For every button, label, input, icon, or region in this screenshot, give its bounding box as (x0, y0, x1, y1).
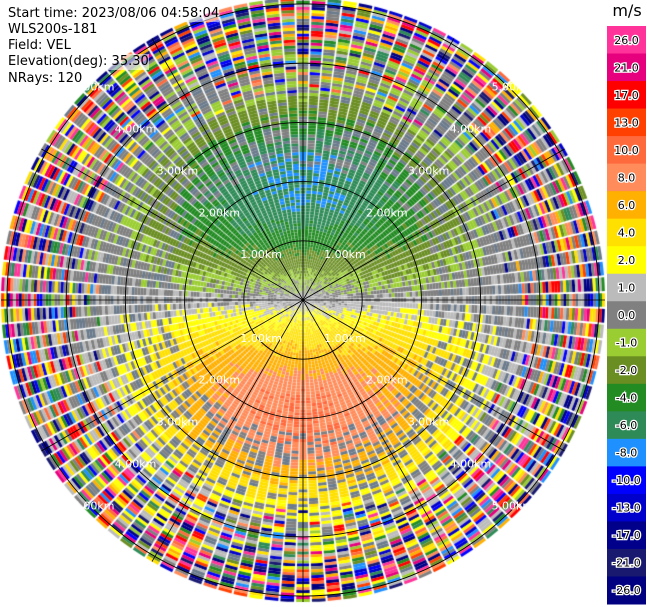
range-ring-label: 4.00km (115, 457, 157, 470)
colorbar-segment (607, 356, 646, 385)
field-label: Field: VEL (8, 38, 71, 54)
elevation-label: Elevation(deg): 35.30 (8, 54, 149, 70)
colorbar-segment (607, 273, 646, 302)
range-ring-label: 3.00km (157, 164, 199, 177)
colorbar-tick-label: -17.0 (612, 529, 640, 542)
colorbar-tick-label: 13.0 (614, 116, 639, 129)
colorbar-tick-label: 6.0 (618, 199, 636, 212)
range-ring-label: 1.00km (324, 248, 366, 261)
nrays-label: NRays: 120 (8, 71, 83, 87)
colorbar-tick-label: 17.0 (614, 89, 639, 102)
spoke-line (302, 38, 455, 301)
range-ring-label: 5.00km (492, 81, 534, 94)
range-ring-label: 1.00km (240, 332, 282, 345)
colorbar-tick-label: 21.0 (614, 61, 639, 74)
colorbar-tick-label: -26.0 (612, 584, 640, 597)
range-ring-label: 4.00km (450, 123, 492, 136)
spoke-line (302, 299, 565, 452)
colorbar-segment (607, 26, 646, 55)
spoke-line (151, 38, 304, 301)
range-ring-label: 4.00km (115, 123, 157, 136)
range-ring (243, 240, 363, 360)
range-ring-label: 5.00km (73, 81, 115, 94)
range-ring-label: 2.00km (198, 206, 240, 219)
colorbar-segment (607, 81, 646, 110)
colorbar-tick-label: 2.0 (618, 254, 636, 267)
spoke-line (151, 299, 304, 562)
colorbar-tick-label: 1.0 (618, 281, 636, 294)
range-ring-label: 4.00km (450, 457, 492, 470)
colorbar-tick-label: -6.0 (616, 419, 637, 432)
range-ring-label: 5.00km (492, 499, 534, 512)
colorbar-tick-label: 10.0 (614, 144, 639, 157)
range-ring-label: 2.00km (366, 374, 408, 387)
colorbar-segment (607, 301, 646, 330)
instrument-label: WLS200s-181 (8, 22, 98, 38)
range-ring-label: 1.00km (324, 332, 366, 345)
colorbar-unit-label: m/s (612, 1, 641, 20)
range-ring (6, 3, 600, 597)
colorbar-segment (607, 493, 646, 522)
colorbar-tick-label: 26.0 (614, 34, 639, 47)
colorbar-segment (607, 466, 646, 495)
colorbar-tick-label: -8.0 (616, 447, 637, 460)
range-ring (65, 62, 541, 538)
start-time-label: Start time: 2023/08/06 04:58:04 (8, 6, 220, 22)
colorbar-tick-label: 4.0 (618, 226, 636, 239)
colorbar-tick-label: 8.0 (618, 171, 636, 184)
range-ring-label: 3.00km (408, 164, 450, 177)
range-ring-label: 2.00km (198, 374, 240, 387)
colorbar-segment (607, 521, 646, 550)
colorbar-segment (607, 53, 646, 82)
colorbar-segment (607, 218, 646, 247)
spoke-line (41, 148, 304, 301)
colorbar-segment (607, 411, 646, 440)
colorbar-segment (607, 438, 646, 467)
colorbar-segment (607, 576, 646, 605)
colorbar-segment (607, 328, 646, 357)
colorbar-tick-label: -2.0 (616, 364, 637, 377)
range-ring-label: 3.00km (157, 416, 199, 429)
range-ring-label: 2.00km (366, 206, 408, 219)
colorbar-tick-label: -21.0 (612, 557, 640, 570)
colorbar-segment (607, 108, 646, 137)
range-ring (184, 181, 422, 419)
colorbar-segment (607, 191, 646, 220)
colorbar-tick-label: -1.0 (616, 337, 637, 350)
colorbar-tick-label: 0.0 (618, 309, 636, 322)
colorbar-segment (607, 246, 646, 275)
colorbar-tick-label: -13.0 (612, 502, 640, 515)
colorbar-segment (607, 383, 646, 412)
range-ring-label: 5.00km (73, 499, 115, 512)
range-ring-label: 3.00km (408, 416, 450, 429)
spoke-line (302, 299, 455, 562)
range-ring-label: 1.00km (240, 248, 282, 261)
spoke-line (41, 299, 304, 452)
colorbar-tick-label: -4.0 (616, 392, 637, 405)
colorbar-segment (607, 163, 646, 192)
range-ring (124, 121, 482, 479)
colorbar-segment (607, 548, 646, 577)
spoke-line (302, 148, 565, 301)
colorbar-segment (607, 136, 646, 165)
colorbar-tick-label: -10.0 (612, 474, 640, 487)
